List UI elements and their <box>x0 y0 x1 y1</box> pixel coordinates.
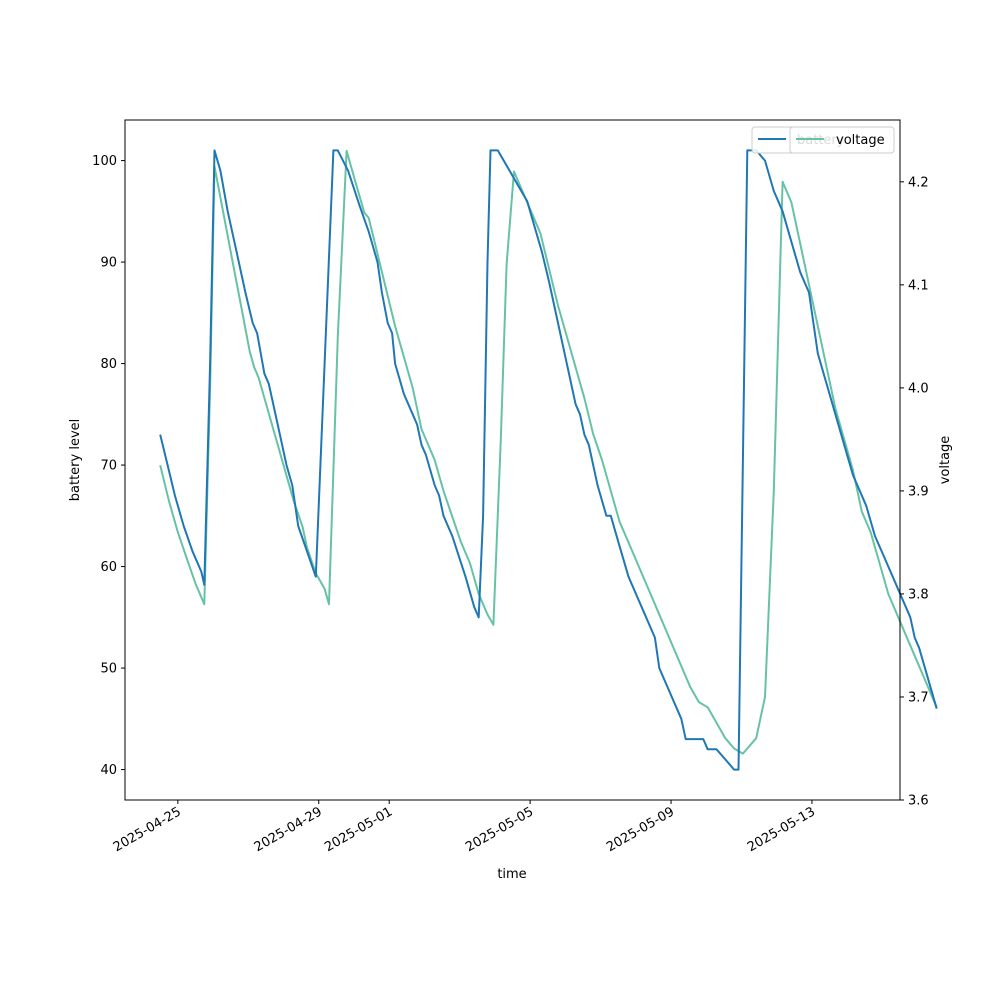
legend-voltage: voltage <box>789 126 895 154</box>
y2-tick-label: 4.2 <box>908 175 929 190</box>
series-line-voltage <box>159 149 938 755</box>
y2-tick-label: 4.1 <box>908 278 929 293</box>
legend: battery voltage <box>751 126 895 154</box>
x-axis-label: time <box>497 867 526 882</box>
y-tick-label: 100 <box>92 154 117 169</box>
plot-frame <box>124 119 901 801</box>
legend-voltage-label: voltage <box>836 133 885 148</box>
y2-tick-label: 3.7 <box>908 690 929 705</box>
y-tick-label: 40 <box>100 763 117 778</box>
y-tick-label: 90 <box>100 256 117 271</box>
series-line-battery <box>159 149 938 771</box>
y2-tick-label: 4.0 <box>908 381 929 396</box>
y-tick-label: 70 <box>100 459 117 474</box>
y2-axis-label: voltage <box>938 436 953 485</box>
legend-voltage-frame <box>789 126 895 154</box>
y-tick-label: 60 <box>100 560 117 575</box>
y-tick-label: 50 <box>100 662 117 677</box>
y2-tick-label: 3.9 <box>908 484 929 499</box>
series-layer <box>159 149 938 771</box>
y-tick-label: 80 <box>100 357 117 372</box>
y2-tick-label: 3.8 <box>908 587 929 602</box>
y-axis-label: battery level <box>68 419 83 502</box>
y2-tick-label: 3.6 <box>908 794 929 809</box>
